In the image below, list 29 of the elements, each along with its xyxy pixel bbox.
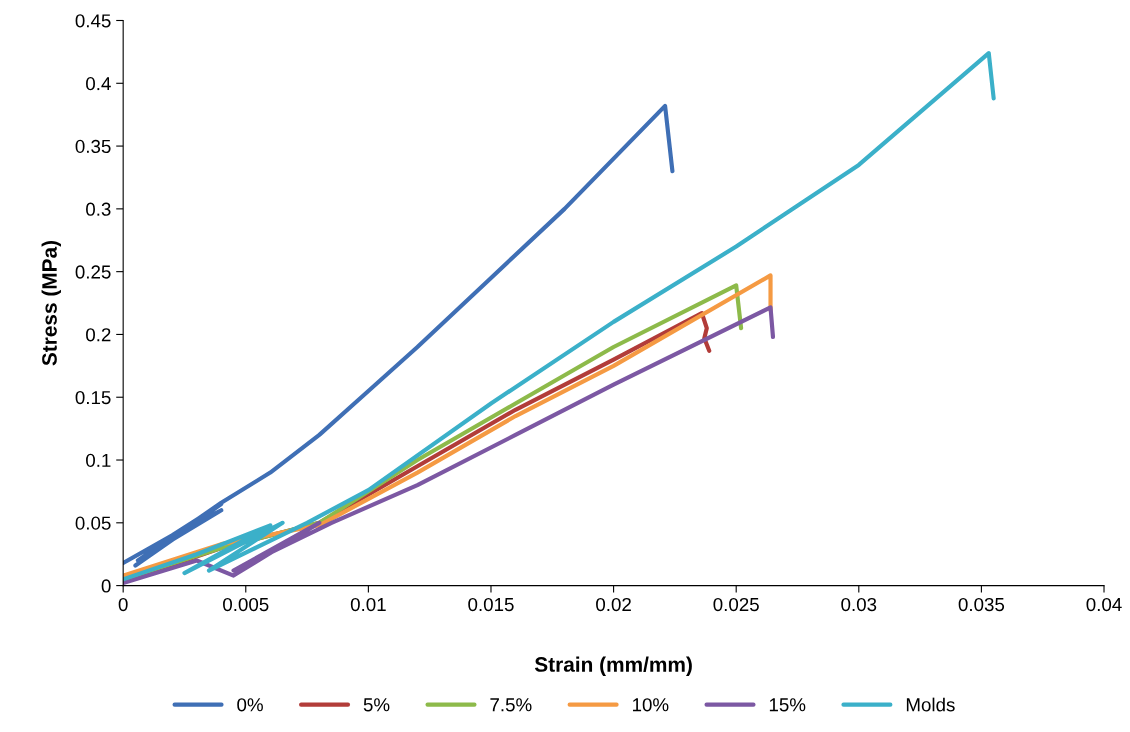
legend-label: 0% — [237, 698, 263, 712]
x-axis-title: Strain (mm/mm) — [534, 656, 692, 676]
legend-label: 10% — [632, 698, 669, 712]
y-tick-label: 0.15 — [75, 390, 111, 405]
y-tick-label: 0.45 — [75, 14, 111, 28]
y-tick-label: 0.2 — [86, 328, 111, 342]
x-tick-label: 0.025 — [713, 597, 759, 612]
x-tick-label: 0.03 — [841, 597, 877, 612]
y-tick-label: 0.35 — [75, 139, 111, 154]
x-tick-label: 0 — [118, 597, 128, 612]
y-tick-label: 0 — [101, 579, 111, 593]
y-axis-title: Stress (MPa) — [41, 240, 61, 366]
y-tick-label: 0.25 — [75, 265, 111, 279]
x-tick-label: 0.005 — [223, 597, 269, 612]
x-tick-label: 0.04 — [1086, 597, 1122, 612]
x-tick-label: 0.035 — [958, 597, 1005, 612]
legend-label: 5% — [363, 698, 390, 712]
line-series — [123, 51, 996, 582]
y-tick-label: 0.3 — [86, 202, 111, 216]
x-tick-label: 0.015 — [468, 597, 514, 612]
x-tick-label: 0.01 — [350, 597, 386, 612]
legend-label: 7.5% — [490, 698, 532, 712]
line-series — [123, 103, 675, 568]
y-tick-label: 0.05 — [75, 516, 111, 530]
y-tick-label: 0.4 — [86, 76, 111, 91]
legend-label: Molds — [906, 697, 955, 712]
y-tick-label: 0.1 — [86, 453, 111, 467]
legend-label: 15% — [769, 698, 806, 712]
x-tick-label: 0.02 — [596, 597, 631, 612]
